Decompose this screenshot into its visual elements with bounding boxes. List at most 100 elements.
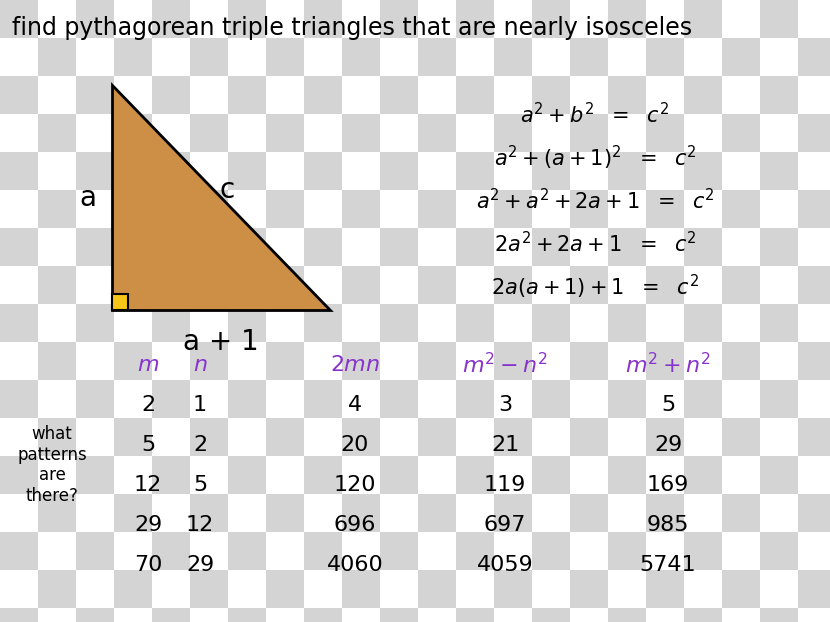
Bar xyxy=(646,342,684,380)
Text: 696: 696 xyxy=(334,515,376,535)
Bar xyxy=(304,532,342,570)
Bar xyxy=(114,0,152,38)
Bar xyxy=(304,304,342,342)
Bar xyxy=(532,494,570,532)
Bar xyxy=(228,76,266,114)
Bar xyxy=(570,494,608,532)
Bar xyxy=(684,228,722,266)
Bar xyxy=(722,342,760,380)
Bar xyxy=(0,342,38,380)
Bar xyxy=(228,494,266,532)
Bar xyxy=(684,304,722,342)
Bar xyxy=(190,380,228,418)
Bar xyxy=(722,114,760,152)
Bar xyxy=(570,532,608,570)
Bar xyxy=(456,608,494,622)
Bar xyxy=(684,76,722,114)
Bar xyxy=(494,494,532,532)
Bar xyxy=(228,152,266,190)
Bar xyxy=(38,418,76,456)
Bar xyxy=(760,190,798,228)
Text: 5: 5 xyxy=(141,435,155,455)
Bar xyxy=(608,494,646,532)
Bar xyxy=(646,532,684,570)
Bar xyxy=(228,190,266,228)
Bar xyxy=(760,38,798,76)
Bar xyxy=(684,418,722,456)
Bar xyxy=(798,76,830,114)
Text: 12: 12 xyxy=(186,515,214,535)
Bar xyxy=(342,266,380,304)
Bar xyxy=(532,532,570,570)
Bar xyxy=(152,608,190,622)
Bar xyxy=(684,38,722,76)
Bar xyxy=(570,608,608,622)
Bar xyxy=(228,0,266,38)
Text: 1: 1 xyxy=(193,395,207,415)
Bar xyxy=(570,228,608,266)
Bar xyxy=(684,570,722,608)
Bar xyxy=(38,228,76,266)
Bar xyxy=(342,418,380,456)
Bar xyxy=(798,0,830,38)
Bar xyxy=(76,342,114,380)
Bar xyxy=(190,456,228,494)
Bar xyxy=(342,342,380,380)
Bar xyxy=(228,456,266,494)
Bar xyxy=(266,38,304,76)
Bar xyxy=(0,570,38,608)
Bar xyxy=(38,304,76,342)
Bar xyxy=(266,0,304,38)
Bar xyxy=(190,76,228,114)
Bar xyxy=(152,76,190,114)
Bar xyxy=(798,380,830,418)
Bar xyxy=(112,294,128,310)
Bar xyxy=(342,304,380,342)
Bar xyxy=(570,152,608,190)
Bar xyxy=(532,304,570,342)
Bar xyxy=(380,0,418,38)
Bar xyxy=(684,114,722,152)
Bar xyxy=(608,0,646,38)
Bar xyxy=(152,152,190,190)
Bar xyxy=(304,114,342,152)
Bar xyxy=(760,114,798,152)
Bar xyxy=(418,190,456,228)
Bar xyxy=(570,380,608,418)
Bar xyxy=(304,342,342,380)
Bar xyxy=(342,456,380,494)
Bar xyxy=(760,380,798,418)
Bar xyxy=(152,228,190,266)
Bar xyxy=(418,342,456,380)
Bar xyxy=(76,0,114,38)
Bar xyxy=(608,570,646,608)
Text: 4059: 4059 xyxy=(476,555,534,575)
Bar xyxy=(418,228,456,266)
Bar xyxy=(76,570,114,608)
Text: 12: 12 xyxy=(134,475,162,495)
Bar xyxy=(722,190,760,228)
Bar xyxy=(152,114,190,152)
Bar xyxy=(228,380,266,418)
Bar xyxy=(760,342,798,380)
Bar xyxy=(418,266,456,304)
Bar xyxy=(38,342,76,380)
Bar xyxy=(114,532,152,570)
Text: 3: 3 xyxy=(498,395,512,415)
Bar xyxy=(266,494,304,532)
Bar xyxy=(608,418,646,456)
Bar xyxy=(494,608,532,622)
Bar xyxy=(722,456,760,494)
Bar xyxy=(722,532,760,570)
Bar xyxy=(380,494,418,532)
Bar xyxy=(38,152,76,190)
Bar xyxy=(798,38,830,76)
Bar xyxy=(342,608,380,622)
Bar xyxy=(494,380,532,418)
Bar xyxy=(760,0,798,38)
Bar xyxy=(570,570,608,608)
Bar xyxy=(380,342,418,380)
Text: $a^2 + (a + 1)^2\ \ =\ \ c^2$: $a^2 + (a + 1)^2\ \ =\ \ c^2$ xyxy=(494,144,696,172)
Bar xyxy=(494,114,532,152)
Bar xyxy=(0,304,38,342)
